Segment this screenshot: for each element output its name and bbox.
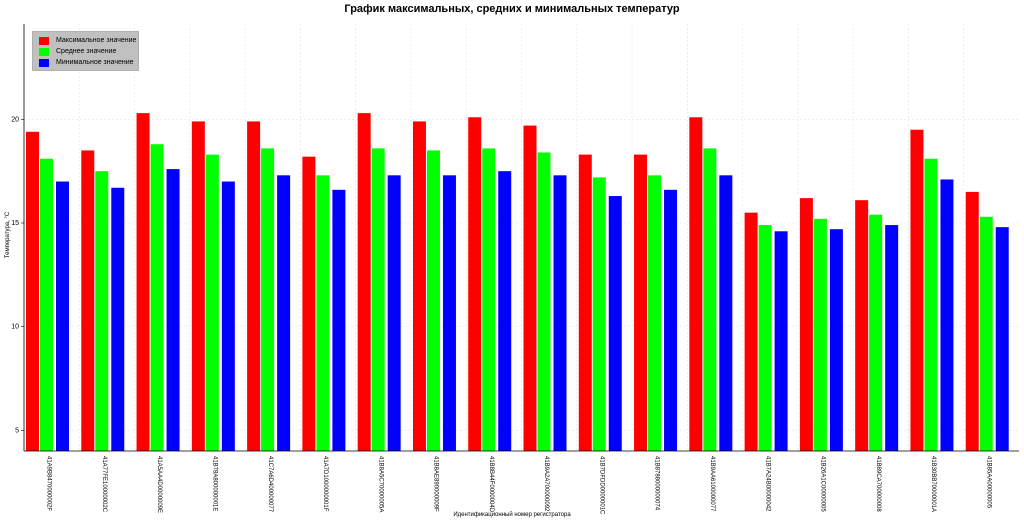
legend-swatch-avg <box>39 47 49 56</box>
bar <box>482 148 496 451</box>
bar <box>924 158 938 451</box>
bar <box>468 117 482 451</box>
y-axis-label: Температура, °C <box>5 211 11 259</box>
bar <box>166 169 180 451</box>
bar <box>523 125 537 451</box>
legend-swatch-min <box>39 58 49 67</box>
bar <box>332 189 346 451</box>
bar <box>136 113 150 451</box>
y-tick-label: 15 <box>11 220 19 227</box>
bar <box>221 181 235 451</box>
x-tick-label: 41B8A5C70000005A <box>377 456 383 512</box>
x-tick-label: 41B26A1C00000005 <box>820 456 826 512</box>
bar <box>689 117 703 451</box>
bar <box>885 225 899 451</box>
legend-item-min: Минимальное значение <box>39 57 134 68</box>
x-tick-label: 41B8788000000074 <box>654 456 660 511</box>
bar <box>40 158 53 451</box>
bar <box>869 214 883 451</box>
legend-label-avg: Среднее значение <box>56 48 117 55</box>
chart-legend: Максимальное значение Среднее значение М… <box>32 31 139 71</box>
x-tick-label: 41B8B44F0000004D <box>488 456 494 513</box>
bar <box>910 129 924 451</box>
x-tick-label: 41B7DFDD0000001C <box>598 456 604 515</box>
bar <box>774 231 788 451</box>
bar <box>95 171 109 451</box>
y-tick-label: 20 <box>11 116 19 123</box>
bar <box>277 175 291 451</box>
bar <box>719 175 733 451</box>
bar <box>261 148 275 451</box>
x-tick-label: 41A7D1000000001F <box>322 456 328 512</box>
bar <box>758 225 772 451</box>
x-tick-label: 41B30BB70000001A <box>930 456 936 512</box>
bar <box>357 113 371 451</box>
bar <box>648 175 662 451</box>
bar <box>744 212 758 451</box>
bar <box>578 154 592 451</box>
x-tick-label: 41B8AE890000009F <box>433 456 439 512</box>
bar <box>537 152 551 451</box>
bar <box>387 175 401 451</box>
bar <box>855 200 869 451</box>
bar <box>553 175 567 451</box>
legend-item-avg: Среднее значение <box>39 46 116 57</box>
bar <box>813 218 827 451</box>
legend-swatch-max <box>39 36 49 45</box>
chart-title: График максимальных, средних и минимальн… <box>344 3 680 15</box>
legend-label-max: Максимальное значение <box>56 37 137 44</box>
x-axis-label: Идентификационный номер регистратора <box>453 512 571 518</box>
x-tick-label: 41B85AA00000005 <box>985 456 991 509</box>
bar <box>442 175 456 451</box>
bar <box>191 121 205 451</box>
bar <box>247 121 261 451</box>
bar <box>634 154 648 451</box>
bar <box>81 150 95 451</box>
x-tick-label: 41B9A2A700000092 <box>543 456 549 512</box>
x-tick-label: 41B7A24B00000042 <box>764 456 770 512</box>
bar <box>940 179 954 451</box>
bar <box>979 216 993 451</box>
x-tick-label: 41A77FE10000002C <box>101 456 107 513</box>
bar <box>592 177 606 451</box>
bar <box>498 171 512 451</box>
bar <box>371 148 385 451</box>
bar <box>150 144 164 451</box>
bar <box>703 148 717 451</box>
bar <box>965 191 979 451</box>
bar <box>111 187 125 451</box>
x-tick-label: 41A9B8470000002F <box>46 456 52 511</box>
bar <box>412 121 426 451</box>
bar <box>829 229 843 451</box>
bar <box>56 181 69 451</box>
x-tick-label: 41B78A800000001E <box>211 456 217 511</box>
bar <box>316 175 330 451</box>
y-tick-label: 5 <box>15 427 19 434</box>
bar <box>664 189 678 451</box>
legend-label-min: Минимальное значение <box>56 59 134 66</box>
bar <box>799 198 813 451</box>
bar <box>302 156 316 451</box>
y-tick-label: 10 <box>11 324 19 331</box>
bar <box>608 196 622 451</box>
x-tick-label: 41B9AA6100000077 <box>709 456 715 512</box>
x-tick-label: 41C7A6D400000077 <box>267 456 273 513</box>
x-tick-label: 41A5AA4D0000009E <box>156 456 162 513</box>
bar <box>995 227 1009 451</box>
bar <box>426 150 440 451</box>
legend-item-max: Максимальное значение <box>39 35 136 46</box>
bar <box>205 154 219 451</box>
x-tick-label: 41B89CA700000008 <box>875 456 881 512</box>
bar <box>26 131 39 451</box>
